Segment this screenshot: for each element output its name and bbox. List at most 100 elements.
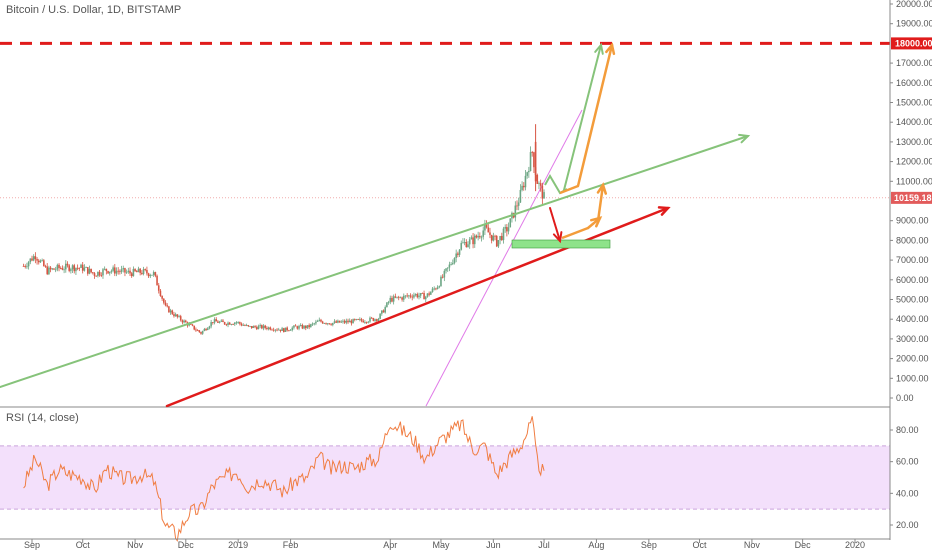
candle-body: [32, 256, 35, 261]
candle-body: [27, 262, 30, 267]
candle-body: [137, 268, 140, 273]
candle-body: [269, 327, 272, 330]
last-price-label: 10159.18: [894, 193, 932, 203]
candle-body: [391, 297, 393, 302]
candle-body: [156, 275, 158, 286]
candle-body: [76, 267, 79, 269]
y-tick-label: 5000.00: [896, 295, 929, 305]
candle-body: [115, 270, 118, 274]
candle-body: [120, 269, 123, 272]
y-tick-label: 17000.00: [896, 58, 932, 68]
candle-body: [129, 270, 131, 274]
candle-body: [389, 297, 392, 303]
candle-body: [230, 324, 233, 325]
candle-body: [252, 326, 255, 328]
candle-body: [188, 323, 190, 326]
candle-body: [146, 269, 148, 274]
y-tick-label: 14000.00: [896, 117, 932, 127]
candle-body: [201, 331, 204, 334]
candle-body: [152, 272, 155, 275]
candle-body: [428, 293, 430, 295]
candle-body: [135, 271, 138, 273]
candle-body: [31, 258, 33, 261]
candle-body: [531, 152, 534, 153]
candle-body: [490, 234, 493, 241]
candle-body: [291, 327, 294, 331]
candle-body: [122, 268, 125, 270]
candle-body: [377, 318, 380, 321]
candle-body: [277, 329, 280, 331]
candle-body: [482, 230, 485, 237]
candle-body: [509, 218, 512, 228]
candle-body: [484, 224, 486, 231]
candle-body: [105, 268, 108, 272]
candle-body: [458, 249, 461, 255]
candle-body: [141, 272, 143, 274]
candle-body: [409, 295, 412, 297]
candle-body: [468, 239, 471, 245]
candle-body: [445, 268, 447, 271]
candle-body: [49, 267, 52, 270]
candle-body: [213, 319, 216, 323]
orange-path-upper: [559, 184, 579, 195]
candle-body: [119, 271, 121, 273]
candle-body: [404, 295, 407, 297]
candle-body: [387, 302, 390, 303]
candle-body: [261, 325, 263, 329]
candle-body: [48, 267, 50, 275]
candle-body: [279, 329, 282, 331]
candle-body: [130, 273, 133, 277]
candle-body: [242, 325, 245, 326]
candle-body: [249, 325, 251, 327]
candle-body: [98, 271, 101, 276]
y-tick-label: 16000.00: [896, 78, 932, 88]
candle-body: [86, 267, 89, 274]
orange-up-arrow-head: [605, 42, 616, 56]
candle-body: [29, 258, 32, 263]
candle-body: [210, 322, 212, 327]
candle-body: [298, 325, 300, 329]
candle-body: [338, 320, 341, 323]
candle-body: [506, 227, 508, 232]
candle-body: [90, 268, 92, 273]
green-trendline: [0, 135, 749, 388]
candle-body: [56, 264, 59, 270]
candle-body: [44, 266, 47, 267]
y-tick-label: 1000.00: [896, 373, 929, 383]
x-tick-label: Dec: [178, 540, 195, 550]
candle-body: [255, 327, 258, 330]
candle-body: [372, 318, 375, 321]
candle-body: [337, 320, 339, 323]
candle-body: [411, 296, 414, 298]
candle-body: [200, 332, 202, 334]
candle-body: [110, 270, 113, 272]
candle-body: [264, 325, 267, 328]
candle-body: [80, 264, 82, 268]
green-trendline-head: [738, 133, 751, 144]
candle-body: [289, 330, 292, 331]
y-tick-label: 13000.00: [896, 137, 932, 147]
orange-arrow-lower-up: [596, 183, 605, 223]
candle-body: [124, 268, 126, 273]
candle-body: [399, 297, 402, 299]
y-tick-label: 9000.00: [896, 216, 929, 226]
rsi-band-fill: [0, 445, 890, 510]
candle-body: [348, 320, 351, 323]
candle-body: [112, 267, 114, 271]
candle-body: [272, 329, 275, 331]
candle-body: [102, 269, 104, 276]
x-tick-label: Sep: [641, 540, 657, 550]
candle-body: [406, 295, 408, 297]
y-tick-label: 12000.00: [896, 157, 932, 167]
candle-body: [159, 290, 162, 296]
candle-body: [357, 319, 359, 320]
candle-body: [522, 185, 525, 188]
candle-body: [330, 324, 332, 326]
candle-body: [465, 242, 468, 248]
drawings-under: [0, 41, 890, 407]
candle-body: [397, 296, 400, 298]
candle-body: [198, 330, 201, 333]
candle-body: [237, 322, 239, 323]
